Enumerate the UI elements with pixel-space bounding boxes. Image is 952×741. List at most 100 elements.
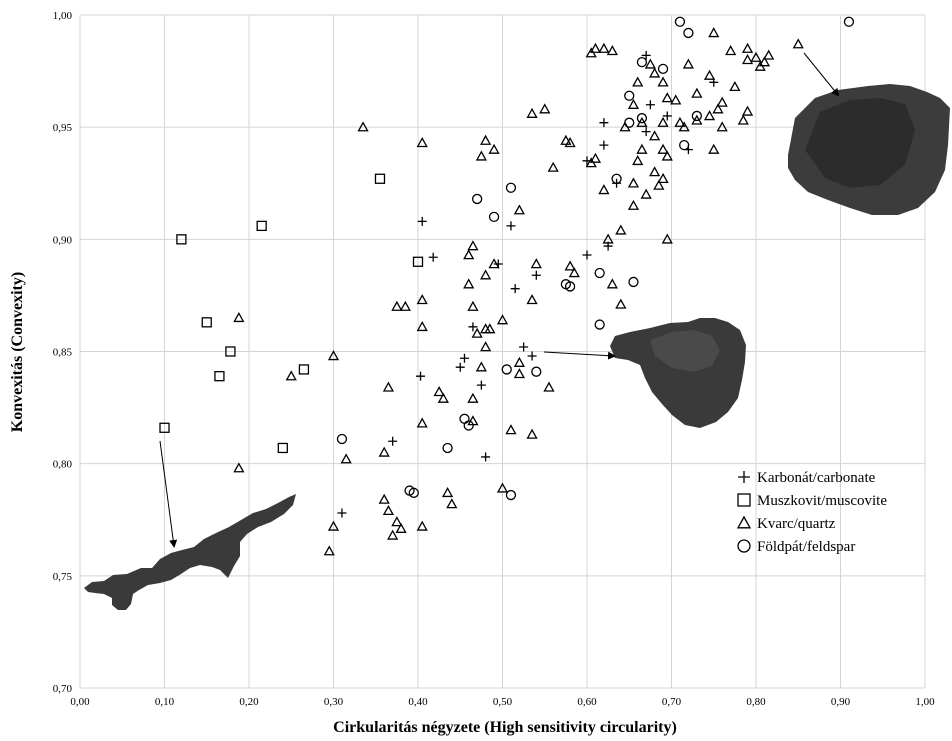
data-point-triangle (564, 137, 576, 148)
data-point-plus (599, 118, 609, 128)
data-point-circle (636, 56, 648, 68)
y-tick-label: 1,00 (53, 10, 73, 22)
data-point-plus (531, 270, 541, 280)
data-point-square (159, 422, 170, 433)
data-point-circle (683, 27, 694, 39)
data-point-circle (505, 489, 517, 501)
data-point-triangle (395, 522, 407, 533)
data-point-triangle (741, 42, 754, 53)
irregular-particle-shade (650, 330, 720, 372)
data-point-triangle (543, 381, 555, 392)
data-point-triangle (547, 161, 559, 172)
data-point-triangle (471, 327, 483, 338)
data-point-triangle (712, 103, 724, 114)
data-point-triangle (725, 45, 737, 56)
legend-marker-plus (738, 471, 750, 483)
data-point-circle (691, 110, 702, 122)
arrow-to-irregular-particle (543, 351, 616, 360)
data-point-circle (531, 366, 542, 377)
data-point-triangle (615, 298, 627, 309)
data-point-triangle (526, 428, 538, 439)
data-point-circle (594, 319, 605, 330)
data-point-triangle (729, 80, 741, 92)
data-point-triangle (737, 114, 749, 125)
data-point-triangle (467, 240, 479, 251)
data-point-plus (337, 508, 347, 518)
y-tick-label: 0,85 (53, 347, 73, 359)
data-point-triangle (568, 267, 580, 278)
x-tick-label: 0,60 (577, 696, 597, 708)
data-point-triangle (703, 110, 716, 121)
data-point-triangle (653, 179, 665, 190)
data-point-circle (624, 90, 635, 101)
data-point-triangle (513, 368, 526, 379)
data-point-triangle (758, 56, 771, 67)
y-tick-label: 0,70 (53, 683, 73, 695)
x-tick-label: 0,40 (408, 696, 428, 708)
data-point-triangle (327, 520, 340, 531)
data-point-triangle (691, 87, 703, 98)
data-point-triangle (602, 233, 614, 244)
data-point-triangle (632, 76, 644, 87)
data-point-triangle (387, 529, 399, 540)
data-point-triangle (475, 150, 487, 161)
data-point-triangle (479, 269, 492, 280)
data-point-triangle (496, 314, 509, 325)
data-point-circle (564, 281, 576, 292)
y-axis-title: Konvexitás (Convexity) (9, 272, 26, 432)
data-point-triangle (530, 258, 542, 269)
y-tick-label: 0,80 (53, 459, 73, 471)
data-point-triangle (661, 92, 673, 103)
data-point-triangle (416, 320, 428, 332)
data-point-circle (843, 16, 855, 27)
data-point-plus (641, 127, 651, 137)
series-square (159, 173, 424, 454)
data-point-circle (488, 211, 500, 223)
data-point-triangle (463, 249, 475, 260)
data-point-circle (463, 420, 474, 431)
data-point-circle (594, 267, 605, 279)
data-point-plus (459, 353, 469, 363)
series-plus (337, 50, 719, 518)
data-point-triangle (467, 392, 479, 403)
data-point-triangle (682, 58, 695, 69)
data-point-plus (662, 111, 672, 121)
x-tick-label: 0,30 (324, 696, 344, 708)
x-tick-label: 1,00 (915, 696, 935, 708)
data-point-triangle (606, 45, 618, 56)
data-point-plus (388, 436, 398, 446)
data-point-triangle (378, 493, 390, 504)
data-point-circle (501, 364, 512, 375)
data-point-plus (599, 140, 609, 150)
data-point-triangle (513, 204, 526, 215)
legend-label: Muszkovit/muscovite (757, 493, 887, 509)
data-point-triangle (606, 278, 618, 289)
data-point-triangle (416, 520, 428, 531)
data-point-triangle (484, 323, 496, 334)
data-point-triangle (792, 38, 804, 49)
data-point-triangle (327, 350, 340, 361)
y-tick-label: 0,90 (53, 234, 73, 246)
data-point-triangle (357, 121, 369, 132)
data-point-triangle (589, 42, 602, 53)
legend-entry: Kvarc/quartz (736, 515, 836, 532)
data-point-triangle (467, 300, 479, 311)
data-point-triangle (741, 54, 754, 65)
data-point-plus (455, 362, 465, 372)
x-tick-label: 0,00 (70, 696, 90, 708)
data-point-plus (416, 371, 426, 381)
data-point-triangle (763, 49, 775, 60)
data-point-triangle (598, 184, 610, 195)
data-point-square (225, 346, 236, 357)
data-point-triangle (416, 137, 428, 148)
data-point-circle (674, 16, 686, 27)
x-tick-label: 0,90 (831, 696, 851, 708)
data-point-triangle (615, 224, 627, 235)
data-point-square (277, 442, 288, 454)
data-point-circle (657, 63, 669, 74)
arrow-to-quartz-particle (803, 52, 840, 97)
data-point-triangle (741, 105, 754, 116)
data-point-plus (468, 322, 478, 332)
series-triangle (233, 27, 804, 556)
